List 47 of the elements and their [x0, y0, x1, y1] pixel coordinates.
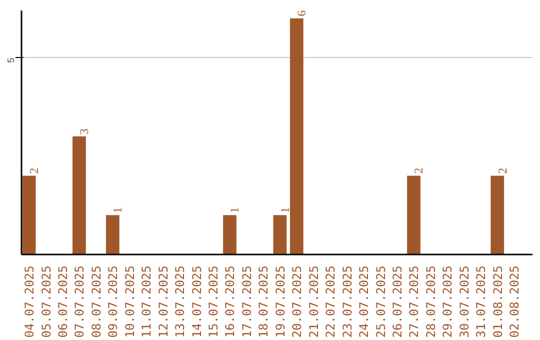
bar: [490, 176, 504, 254]
x-tick-label: 16.07.2025: [223, 265, 238, 338]
x-tick-label: 19.07.2025: [273, 265, 288, 338]
x-tick-label: 01.08.2025: [490, 265, 505, 338]
bar: [106, 215, 120, 254]
data-label: 2: [412, 168, 426, 174]
data-label: 6: [294, 10, 309, 16]
bar: [407, 176, 420, 254]
x-tick-label: 13.07.2025: [173, 265, 188, 338]
data-label: 2: [495, 168, 510, 174]
x-tick-label: 23.07.2025: [340, 265, 354, 338]
x-tick-label: 17.07.2025: [240, 265, 254, 338]
x-tick-label: 04.07.2025: [22, 265, 37, 338]
x-tick-label: 18.07.2025: [256, 265, 271, 338]
data-label: 1: [110, 207, 125, 214]
x-tick-label: 07.07.2025: [72, 265, 87, 338]
bar: [22, 176, 36, 254]
x-tick-label: 31.07.2025: [474, 265, 488, 338]
x-tick-label: 06.07.2025: [56, 265, 70, 338]
x-tick-label: 08.07.2025: [89, 265, 104, 338]
y-tick-label: 5: [6, 58, 16, 63]
x-tick-label: 11.07.2025: [140, 265, 154, 338]
x-tick-label: 27.07.2025: [407, 265, 422, 338]
x-tick-label: 22.07.2025: [324, 265, 338, 338]
x-tick-label: 25.07.2025: [374, 265, 388, 338]
x-tick-label: 09.07.2025: [106, 265, 120, 338]
x-tick-label: 14.07.2025: [190, 265, 204, 338]
x-tick-label: 30.07.2025: [457, 265, 472, 338]
x-tick-label: 21.07.2025: [306, 265, 321, 338]
bar: [223, 215, 236, 254]
x-tick-label: 05.07.2025: [39, 265, 54, 338]
x-tick-label: 10.07.2025: [122, 265, 137, 338]
x-tick-label: 24.07.2025: [357, 265, 372, 338]
x-tick-label: 12.07.2025: [156, 265, 170, 338]
data-label: 1: [228, 207, 242, 214]
x-tick-label: 26.07.2025: [390, 265, 405, 338]
bar: [273, 215, 287, 254]
x-tick-label: 15.07.2025: [206, 265, 221, 338]
bar: [72, 136, 86, 254]
data-label: 1: [278, 207, 292, 214]
x-tick-label: 29.07.2025: [440, 265, 455, 338]
x-tick-label: 20.07.2025: [290, 265, 304, 338]
x-tick-label: 28.07.2025: [424, 265, 438, 338]
x-tick-label: 02.08.2025: [508, 265, 522, 338]
bar: [290, 18, 304, 254]
data-label: 3: [77, 128, 92, 134]
data-label: 2: [27, 168, 42, 174]
